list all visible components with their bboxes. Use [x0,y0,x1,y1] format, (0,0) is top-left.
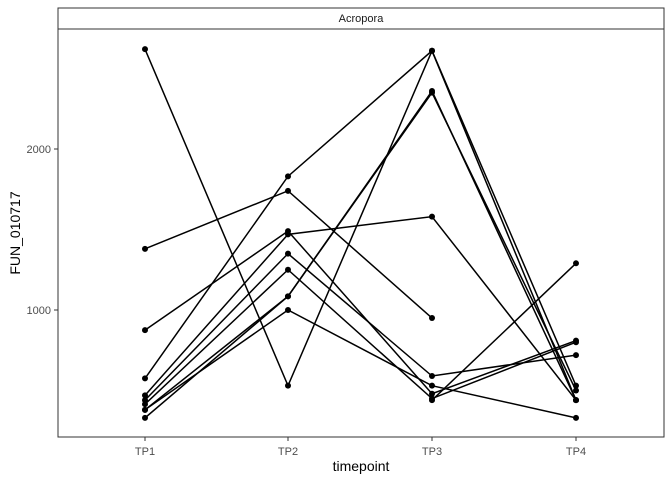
series-line [144,49,577,386]
series-4 [142,47,579,389]
data-point [142,392,148,399]
data-point [142,46,148,53]
data-point [285,187,291,194]
y-tick-label: 2000 [27,144,51,156]
series-9 [142,89,579,421]
x-axis-title: timepoint [333,458,390,474]
x-tick-label: TP4 [566,446,586,458]
y-axis-title: FUN_010717 [7,191,23,274]
data-point [573,414,579,421]
data-point [429,390,435,397]
data-point [429,397,435,404]
series-2 [142,187,435,322]
series-10 [142,307,579,421]
data-point [142,401,148,408]
data-point [429,373,435,380]
data-point [429,213,435,220]
data-point [285,307,291,313]
series-line [144,215,577,401]
series-line [144,230,577,395]
data-point [429,315,435,322]
series-7 [142,266,579,408]
data-point [429,382,435,389]
data-point [142,327,148,334]
series-line [144,48,577,401]
data-point [285,293,291,300]
series-6 [142,250,579,404]
data-point [285,231,291,238]
data-point [573,339,579,346]
data-point [142,414,148,421]
data-point [573,387,579,394]
data-point [573,260,579,267]
data-point [142,406,148,413]
data-point [285,382,291,389]
data-point [573,397,579,404]
data-point [142,245,148,252]
x-tick-label: TP2 [278,446,298,458]
y-axis: 1000 2000 [27,144,58,317]
series-layer [142,46,579,421]
data-point [573,352,579,359]
series-line [144,268,577,405]
y-tick-label: 1000 [27,305,51,317]
data-point [142,375,148,382]
plot-panel [57,28,665,438]
series-line [144,309,577,419]
x-axis: TP1 TP2 TP3 TP4 [135,437,586,458]
x-tick-label: TP1 [135,446,155,458]
x-tick-label: TP3 [422,446,442,458]
data-point [429,89,435,96]
series-11 [429,260,579,404]
series-line [144,91,577,419]
data-point [429,47,435,54]
facet-label: Acropora [339,13,385,25]
data-point [285,266,291,273]
data-point [285,173,291,180]
series-line [144,252,577,401]
series-line [431,262,577,401]
data-point [285,250,291,257]
